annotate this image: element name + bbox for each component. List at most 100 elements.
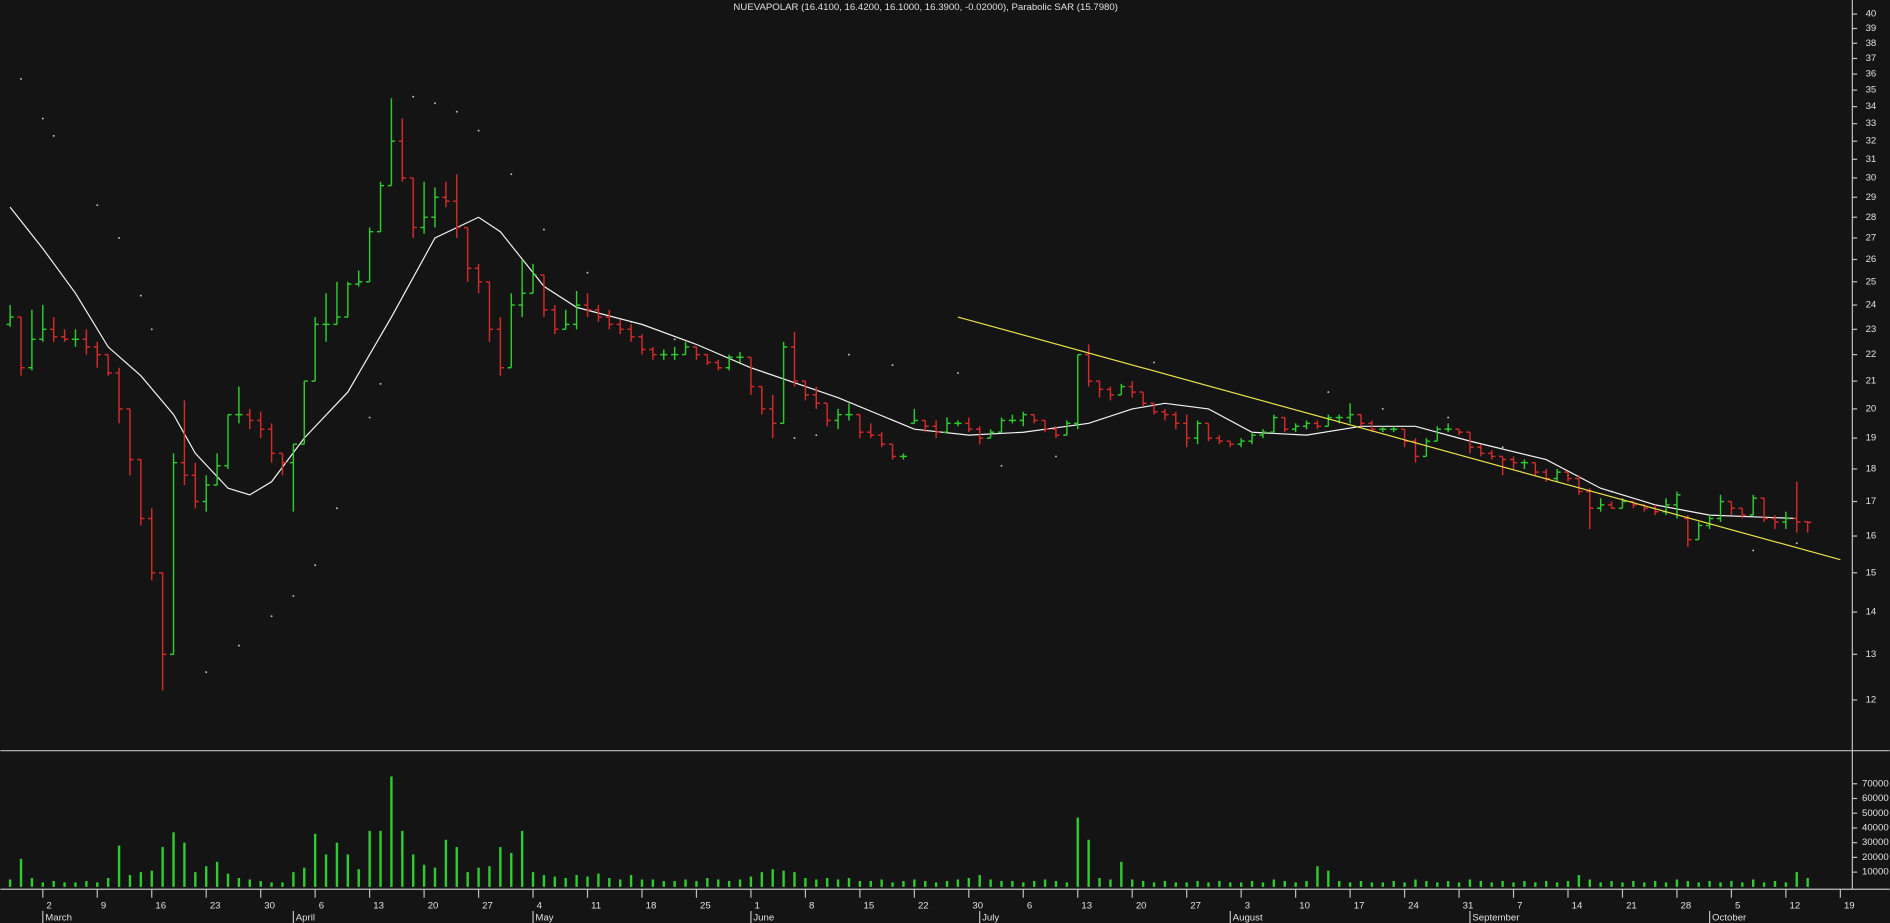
y-tick-label: 21 — [1866, 376, 1877, 387]
volume-bar — [1261, 882, 1265, 887]
sar-dot — [793, 437, 796, 440]
y-tick-label: 34 — [1866, 101, 1877, 112]
y-tick-label: 23 — [1866, 324, 1877, 335]
volume-bar — [956, 879, 960, 887]
sar-dot — [52, 134, 55, 137]
sar-dot — [237, 644, 240, 647]
volume-bar — [945, 880, 949, 887]
y-tick-label: 36 — [1866, 69, 1877, 80]
volume-bar — [1577, 875, 1581, 887]
sar-dot — [1000, 464, 1003, 467]
volume-bar — [1392, 880, 1395, 887]
volume-bar — [1534, 882, 1537, 887]
volume-bar — [1141, 880, 1145, 887]
volume-bar — [978, 875, 981, 887]
volume-bar — [934, 882, 938, 887]
volume-bar — [41, 882, 45, 887]
x-tick-label: 11 — [591, 901, 601, 912]
month-label: September — [1472, 913, 1520, 923]
sar-dot — [956, 372, 959, 375]
volume-bar — [455, 847, 458, 887]
x-tick-label: 9 — [101, 901, 106, 912]
y-tick-label: 38 — [1866, 38, 1877, 49]
sar-dot — [1055, 455, 1057, 458]
volume-bar — [499, 847, 502, 887]
volume-bar — [1468, 879, 1472, 887]
x-tick-label: 27 — [1190, 901, 1201, 912]
x-tick-label: 18 — [646, 901, 657, 912]
sar-dot — [586, 271, 589, 274]
volume-bar — [237, 878, 241, 887]
sar-dot — [96, 204, 99, 207]
volume-bar — [346, 854, 350, 887]
x-tick-label: 5 — [1735, 901, 1740, 912]
x-tick-label: 8 — [809, 901, 814, 912]
volume-bar — [542, 875, 546, 887]
volume-bar — [564, 878, 567, 887]
volume-bar — [1751, 879, 1755, 887]
volume-bar — [1098, 878, 1101, 887]
sar-dot — [434, 102, 436, 105]
y-tick-label: 20 — [1866, 403, 1877, 414]
volume-bar — [553, 876, 557, 887]
volume-bar — [1784, 882, 1788, 887]
volume-bar — [1664, 882, 1668, 887]
volume-bar — [836, 879, 840, 887]
volume-bar — [1545, 880, 1548, 887]
sar-dot — [455, 110, 458, 113]
sar-dot — [335, 507, 338, 510]
volume-bar — [1239, 882, 1243, 887]
volume-bar — [74, 882, 77, 887]
volume-bar — [1196, 880, 1199, 887]
sar-dot — [1795, 542, 1798, 545]
volume-bar — [629, 875, 633, 887]
volume-bar — [205, 866, 208, 887]
volume-bar — [1632, 880, 1635, 887]
volume-bar — [608, 878, 611, 887]
volume-bar — [172, 832, 175, 887]
volume-bar — [1000, 880, 1003, 887]
volume-bar — [1599, 882, 1602, 887]
volume-bar — [379, 830, 382, 887]
x-tick-label: 25 — [700, 901, 711, 912]
volume-bar — [1719, 882, 1722, 887]
y-tick-label: 30 — [1866, 172, 1877, 183]
volume-bar — [913, 879, 916, 887]
x-tick-label: 10 — [1299, 901, 1310, 912]
volume-bar — [1523, 880, 1526, 887]
volume-bar — [161, 847, 164, 887]
sar-dot — [1447, 416, 1450, 419]
sar-dot — [848, 353, 850, 356]
volume-bar — [1762, 882, 1766, 887]
volume-bar — [488, 866, 491, 887]
volume-bar — [1446, 880, 1450, 887]
sar-dot — [368, 416, 371, 419]
y-tick-label: 50000 — [1862, 808, 1889, 819]
volume-bar — [869, 880, 872, 887]
volume-bar — [150, 870, 153, 887]
trendline — [957, 316, 1841, 561]
volume-bar — [1294, 882, 1297, 887]
y-tick-label: 31 — [1866, 154, 1877, 165]
y-tick-label: 18 — [1866, 463, 1877, 474]
volume-bar — [422, 864, 426, 887]
volume-bar — [1588, 879, 1591, 887]
volume-bar — [128, 875, 132, 887]
volume-bar — [1414, 879, 1417, 887]
y-tick-label: 12 — [1866, 694, 1877, 705]
volume-bar — [1675, 879, 1679, 887]
volume-bar — [477, 867, 480, 887]
x-tick-label: 28 — [1681, 901, 1692, 912]
volume-bar — [63, 882, 66, 887]
volume-bar — [1250, 880, 1254, 887]
moving-average-line — [9, 206, 1797, 520]
y-tick-label: 17 — [1866, 496, 1877, 507]
volume-bar — [1032, 880, 1036, 887]
volume-bar — [1490, 882, 1493, 887]
volume-bar — [738, 879, 742, 887]
volume-bar — [313, 833, 317, 887]
volume-bar — [1479, 880, 1483, 887]
volume-bar — [215, 861, 219, 887]
